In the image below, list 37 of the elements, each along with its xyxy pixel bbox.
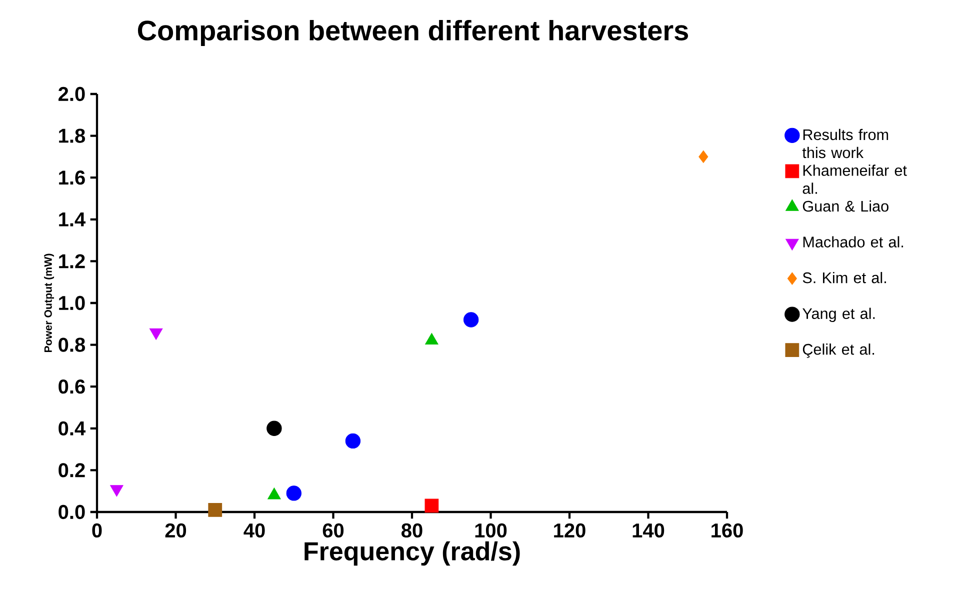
x-tick-label: 0	[92, 523, 102, 538]
y-tick-label: 2.0	[58, 86, 85, 102]
y-tick-label: 1.6	[59, 170, 85, 185]
point	[208, 502, 222, 517]
x-axis-title: Frequency (rad/s)	[304, 541, 520, 566]
point	[286, 486, 302, 501]
x-tick-label: 100	[475, 523, 507, 538]
legend-label: Khameneifar et al.	[802, 164, 907, 194]
point	[698, 150, 708, 163]
legend-label: S. Kim et al.	[802, 272, 886, 284]
y-tick-label: 0.6	[58, 380, 85, 394]
y-tick-label: 0.2	[58, 463, 85, 478]
y-axis-title: Power Output (mW)	[44, 254, 54, 352]
point	[463, 312, 479, 328]
y-tick-label: 1.0	[59, 296, 85, 310]
x-tick-label: 40	[244, 523, 265, 538]
x-tick-label: 160	[712, 523, 743, 538]
y-tick-label: 1.8	[59, 128, 85, 143]
x-tick-label: 20	[165, 523, 186, 538]
point	[266, 420, 282, 436]
legend-label: Çelik et al.	[802, 344, 874, 358]
legend-label: Guan & Liao	[802, 200, 888, 212]
x-tick-label: 80	[402, 523, 422, 538]
legend-label: Results from this work	[802, 128, 888, 158]
legend-label: Machado et al.	[803, 236, 904, 248]
point	[345, 433, 361, 449]
x-tick-label: 140	[632, 523, 664, 538]
y-tick-label: 0.8	[58, 338, 85, 352]
x-tick-label: 60	[322, 523, 344, 538]
chart-title: Comparison between different harvesters	[138, 20, 688, 46]
y-tick-label: 1.4	[59, 212, 86, 226]
x-tick-label: 120	[554, 523, 586, 538]
point	[424, 498, 439, 513]
legend-label: Yang et al.	[802, 308, 875, 322]
y-tick-label: 0.4	[58, 421, 86, 436]
y-tick-label: 1.2	[59, 254, 85, 268]
y-tick-label: 0.0	[58, 504, 85, 520]
